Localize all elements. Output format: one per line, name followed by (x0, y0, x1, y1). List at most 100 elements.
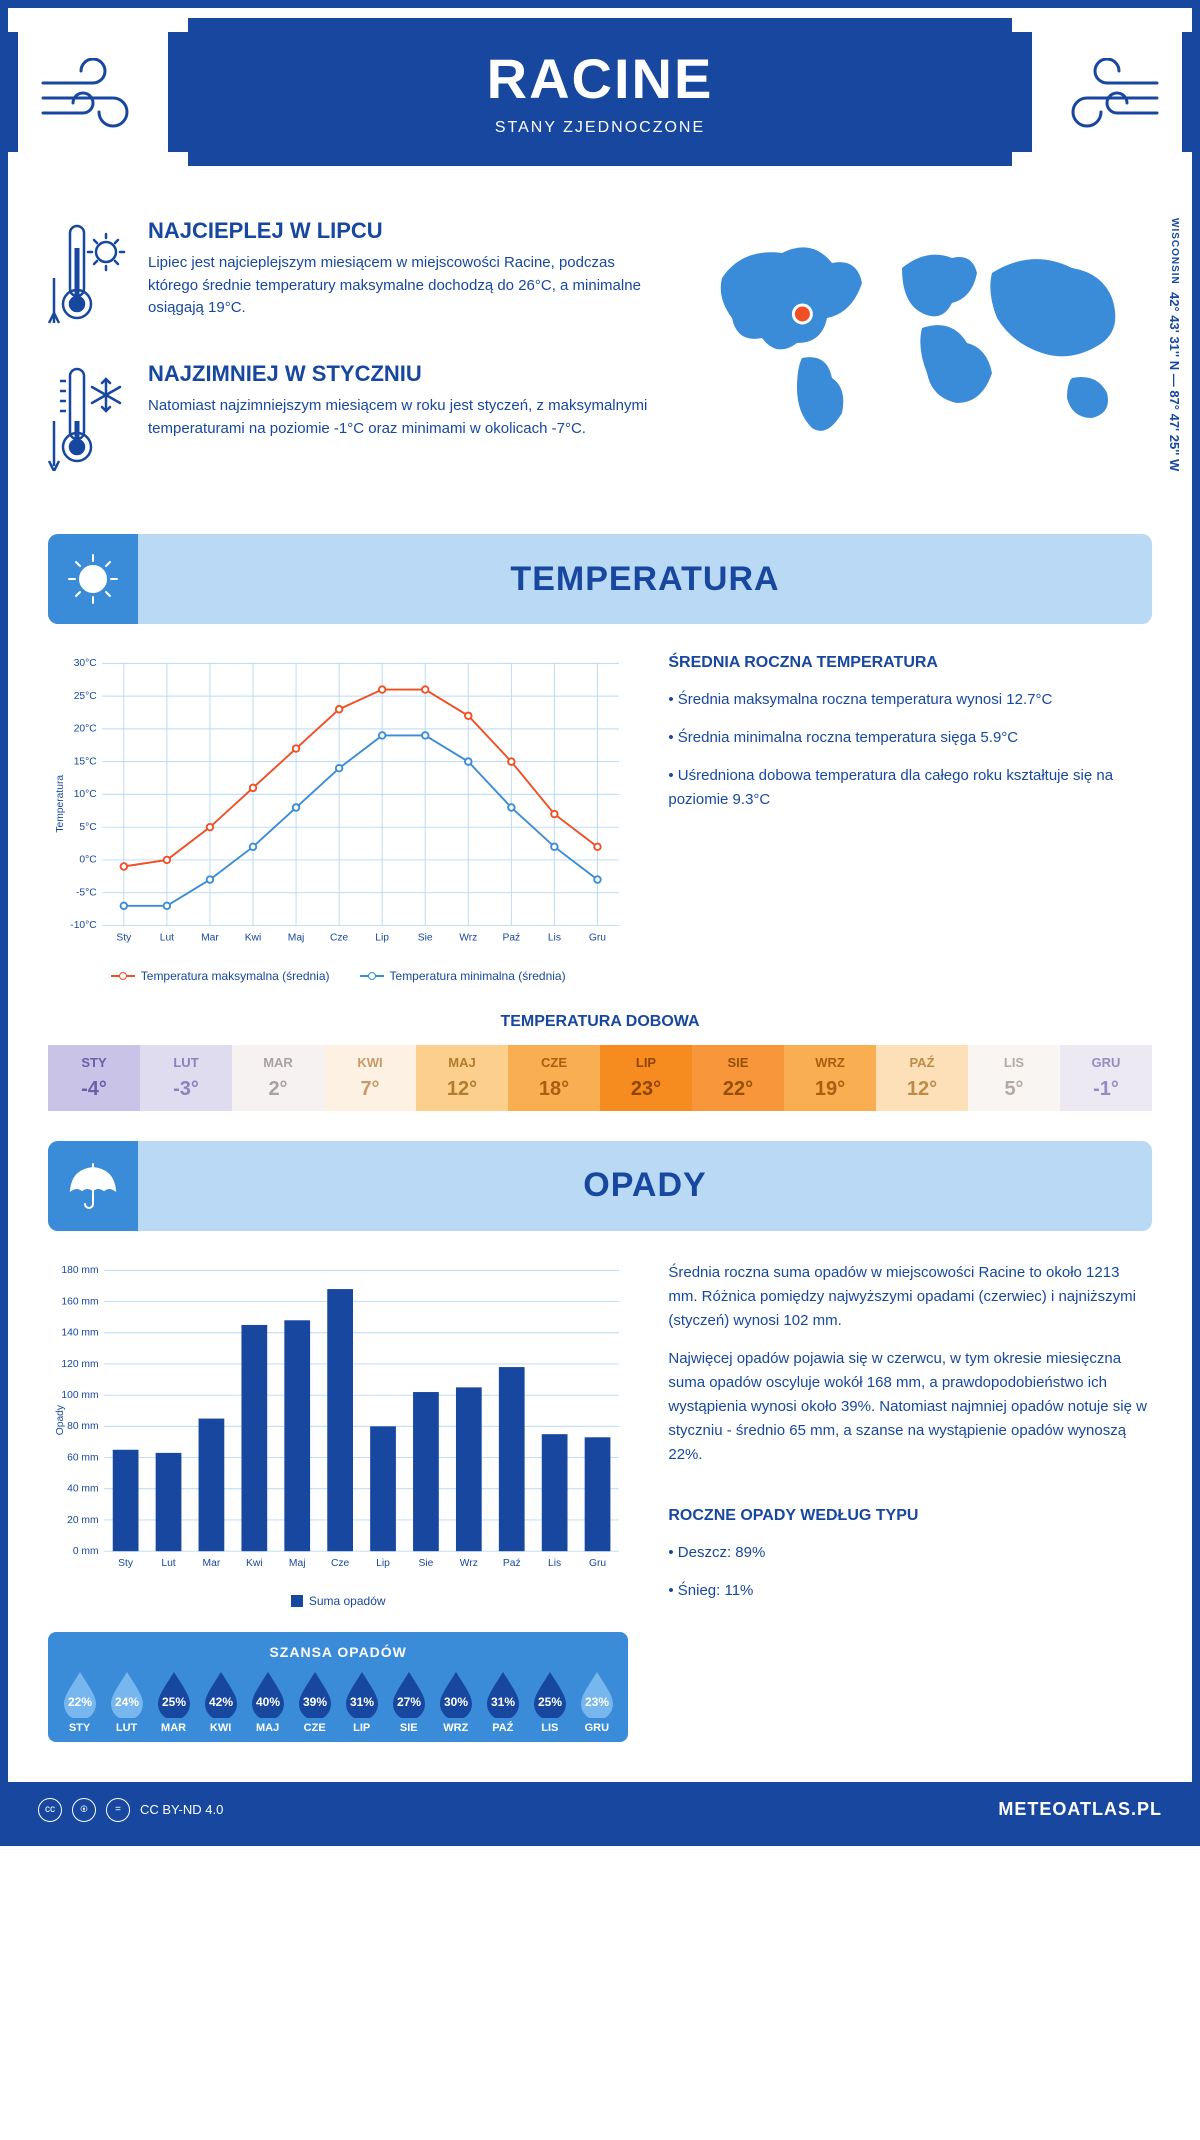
coldest-title: NAJZIMNIEJ W STYCZNIU (148, 361, 652, 387)
svg-text:Wrz: Wrz (460, 1558, 478, 1569)
footer: cc 🅯 = CC BY-ND 4.0 METEOATLAS.PL (8, 1782, 1192, 1838)
svg-text:80 mm: 80 mm (67, 1421, 98, 1432)
precip-title: OPADY (138, 1166, 1152, 1205)
svg-text:-5°C: -5°C (76, 887, 97, 898)
warmest-fact: NAJCIEPLEJ W LIPCU Lipiec jest najcieple… (48, 218, 652, 333)
svg-text:25%: 25% (538, 1695, 562, 1709)
svg-text:0 mm: 0 mm (73, 1546, 99, 1557)
svg-text:Opady: Opady (55, 1404, 66, 1435)
svg-text:180 mm: 180 mm (61, 1265, 98, 1276)
svg-text:Gru: Gru (589, 1558, 606, 1569)
svg-text:Paź: Paź (502, 932, 520, 943)
svg-text:Lut: Lut (160, 932, 174, 943)
svg-text:23%: 23% (585, 1695, 609, 1709)
svg-text:Sie: Sie (418, 1558, 433, 1569)
svg-text:60 mm: 60 mm (67, 1452, 98, 1463)
world-map (692, 218, 1152, 458)
daily-temp-cell: LIP23° (600, 1045, 692, 1111)
chance-drop: 30%WRZ (432, 1670, 479, 1734)
chance-drop: 31%PAŹ (479, 1670, 526, 1734)
svg-text:Lip: Lip (376, 1558, 390, 1569)
by-icon: 🅯 (72, 1798, 96, 1822)
svg-text:140 mm: 140 mm (61, 1327, 98, 1338)
wind-icon (1032, 28, 1182, 168)
chance-drop: 42%KWI (197, 1670, 244, 1734)
daily-temp-cell: SIE22° (692, 1045, 784, 1111)
svg-text:100 mm: 100 mm (61, 1390, 98, 1401)
svg-text:5°C: 5°C (79, 822, 97, 833)
svg-text:Kwi: Kwi (245, 932, 262, 943)
svg-text:30°C: 30°C (74, 658, 98, 669)
daily-temp-cell: GRU-1° (1060, 1045, 1152, 1111)
daily-temp-cell: KWI7° (324, 1045, 416, 1111)
daily-temp-cell: MAJ12° (416, 1045, 508, 1111)
country-subtitle: STANY ZJEDNOCZONE (188, 119, 1012, 137)
svg-text:30%: 30% (444, 1695, 468, 1709)
svg-text:31%: 31% (491, 1695, 515, 1709)
daily-temp-cell: MAR2° (232, 1045, 324, 1111)
svg-text:24%: 24% (115, 1695, 139, 1709)
header-ribbon: RACINE STANY ZJEDNOCZONE (8, 8, 1192, 188)
svg-text:0°C: 0°C (79, 855, 97, 866)
svg-text:Mar: Mar (201, 932, 219, 943)
svg-text:39%: 39% (303, 1695, 327, 1709)
cc-icon: cc (38, 1798, 62, 1822)
svg-text:Sty: Sty (118, 1558, 134, 1569)
svg-text:Paź: Paź (503, 1558, 521, 1569)
chance-drop: 39%CZE (291, 1670, 338, 1734)
site-name: METEOATLAS.PL (998, 1799, 1162, 1820)
svg-text:20°C: 20°C (74, 724, 98, 735)
coldest-fact: NAJZIMNIEJ W STYCZNIU Natomiast najzimni… (48, 361, 652, 476)
city-title: RACINE (188, 46, 1012, 111)
daily-temp-title: TEMPERATURA DOBOWA (48, 1013, 1152, 1031)
chance-drop: 23%GRU (573, 1670, 620, 1734)
precip-chance-box: SZANSA OPADÓW 22%STY24%LUT25%MAR42%KWI40… (48, 1632, 628, 1742)
svg-text:Sie: Sie (418, 932, 433, 943)
svg-text:Sty: Sty (116, 932, 132, 943)
svg-text:Wrz: Wrz (459, 932, 477, 943)
daily-temp-cell: LUT-3° (140, 1045, 232, 1111)
svg-text:Temperatura: Temperatura (55, 775, 66, 833)
svg-text:25%: 25% (162, 1695, 186, 1709)
svg-text:25°C: 25°C (74, 691, 98, 702)
svg-text:42%: 42% (209, 1695, 233, 1709)
chance-drop: 25%LIS (526, 1670, 573, 1734)
svg-text:10°C: 10°C (74, 789, 98, 800)
precip-section-header: OPADY (48, 1141, 1152, 1231)
precip-summary: Średnia roczna suma opadów w miejscowośc… (668, 1261, 1152, 1742)
svg-text:31%: 31% (350, 1695, 374, 1709)
svg-text:160 mm: 160 mm (61, 1296, 98, 1307)
svg-text:Cze: Cze (331, 1558, 350, 1569)
chance-drop: 22%STY (56, 1670, 103, 1734)
precip-bar-chart: 0 mm20 mm40 mm60 mm80 mm100 mm120 mm140 … (48, 1261, 628, 1579)
warmest-text: Lipiec jest najcieplejszym miesiącem w m… (148, 252, 652, 320)
temperature-line-chart: -10°C -5°C 0°C 5°C 10°C 15°C 20°C 25°C 30°C Sty Lu… (48, 654, 628, 954)
chance-drop: 31%LIP (338, 1670, 385, 1734)
sun-icon (48, 534, 138, 624)
daily-temp-cell: WRZ19° (784, 1045, 876, 1111)
svg-text:Lip: Lip (375, 932, 389, 943)
umbrella-icon (48, 1141, 138, 1231)
svg-text:Lis: Lis (548, 932, 561, 943)
precip-legend: Suma opadów (48, 1594, 628, 1608)
svg-text:Cze: Cze (330, 932, 349, 943)
svg-text:Kwi: Kwi (246, 1558, 263, 1569)
daily-temp-cell: PAŹ12° (876, 1045, 968, 1111)
svg-text:Maj: Maj (288, 932, 305, 943)
svg-text:120 mm: 120 mm (61, 1358, 98, 1369)
svg-text:Lut: Lut (161, 1558, 175, 1569)
thermometer-hot-icon (48, 218, 128, 333)
svg-text:Maj: Maj (289, 1558, 306, 1569)
temperature-section-header: TEMPERATURA (48, 534, 1152, 624)
daily-temp-cell: STY-4° (48, 1045, 140, 1111)
svg-text:-10°C: -10°C (70, 920, 97, 931)
svg-text:40 mm: 40 mm (67, 1483, 98, 1494)
svg-text:15°C: 15°C (74, 756, 98, 767)
svg-text:Lis: Lis (548, 1558, 561, 1569)
location-marker-icon (793, 305, 811, 323)
svg-text:Mar: Mar (203, 1558, 221, 1569)
svg-text:40%: 40% (256, 1695, 280, 1709)
coldest-text: Natomiast najzimniejszym miesiącem w rok… (148, 395, 652, 440)
daily-temp-cell: LIS5° (968, 1045, 1060, 1111)
temperature-legend: Temperatura maksymalna (średnia) Tempera… (48, 969, 628, 983)
